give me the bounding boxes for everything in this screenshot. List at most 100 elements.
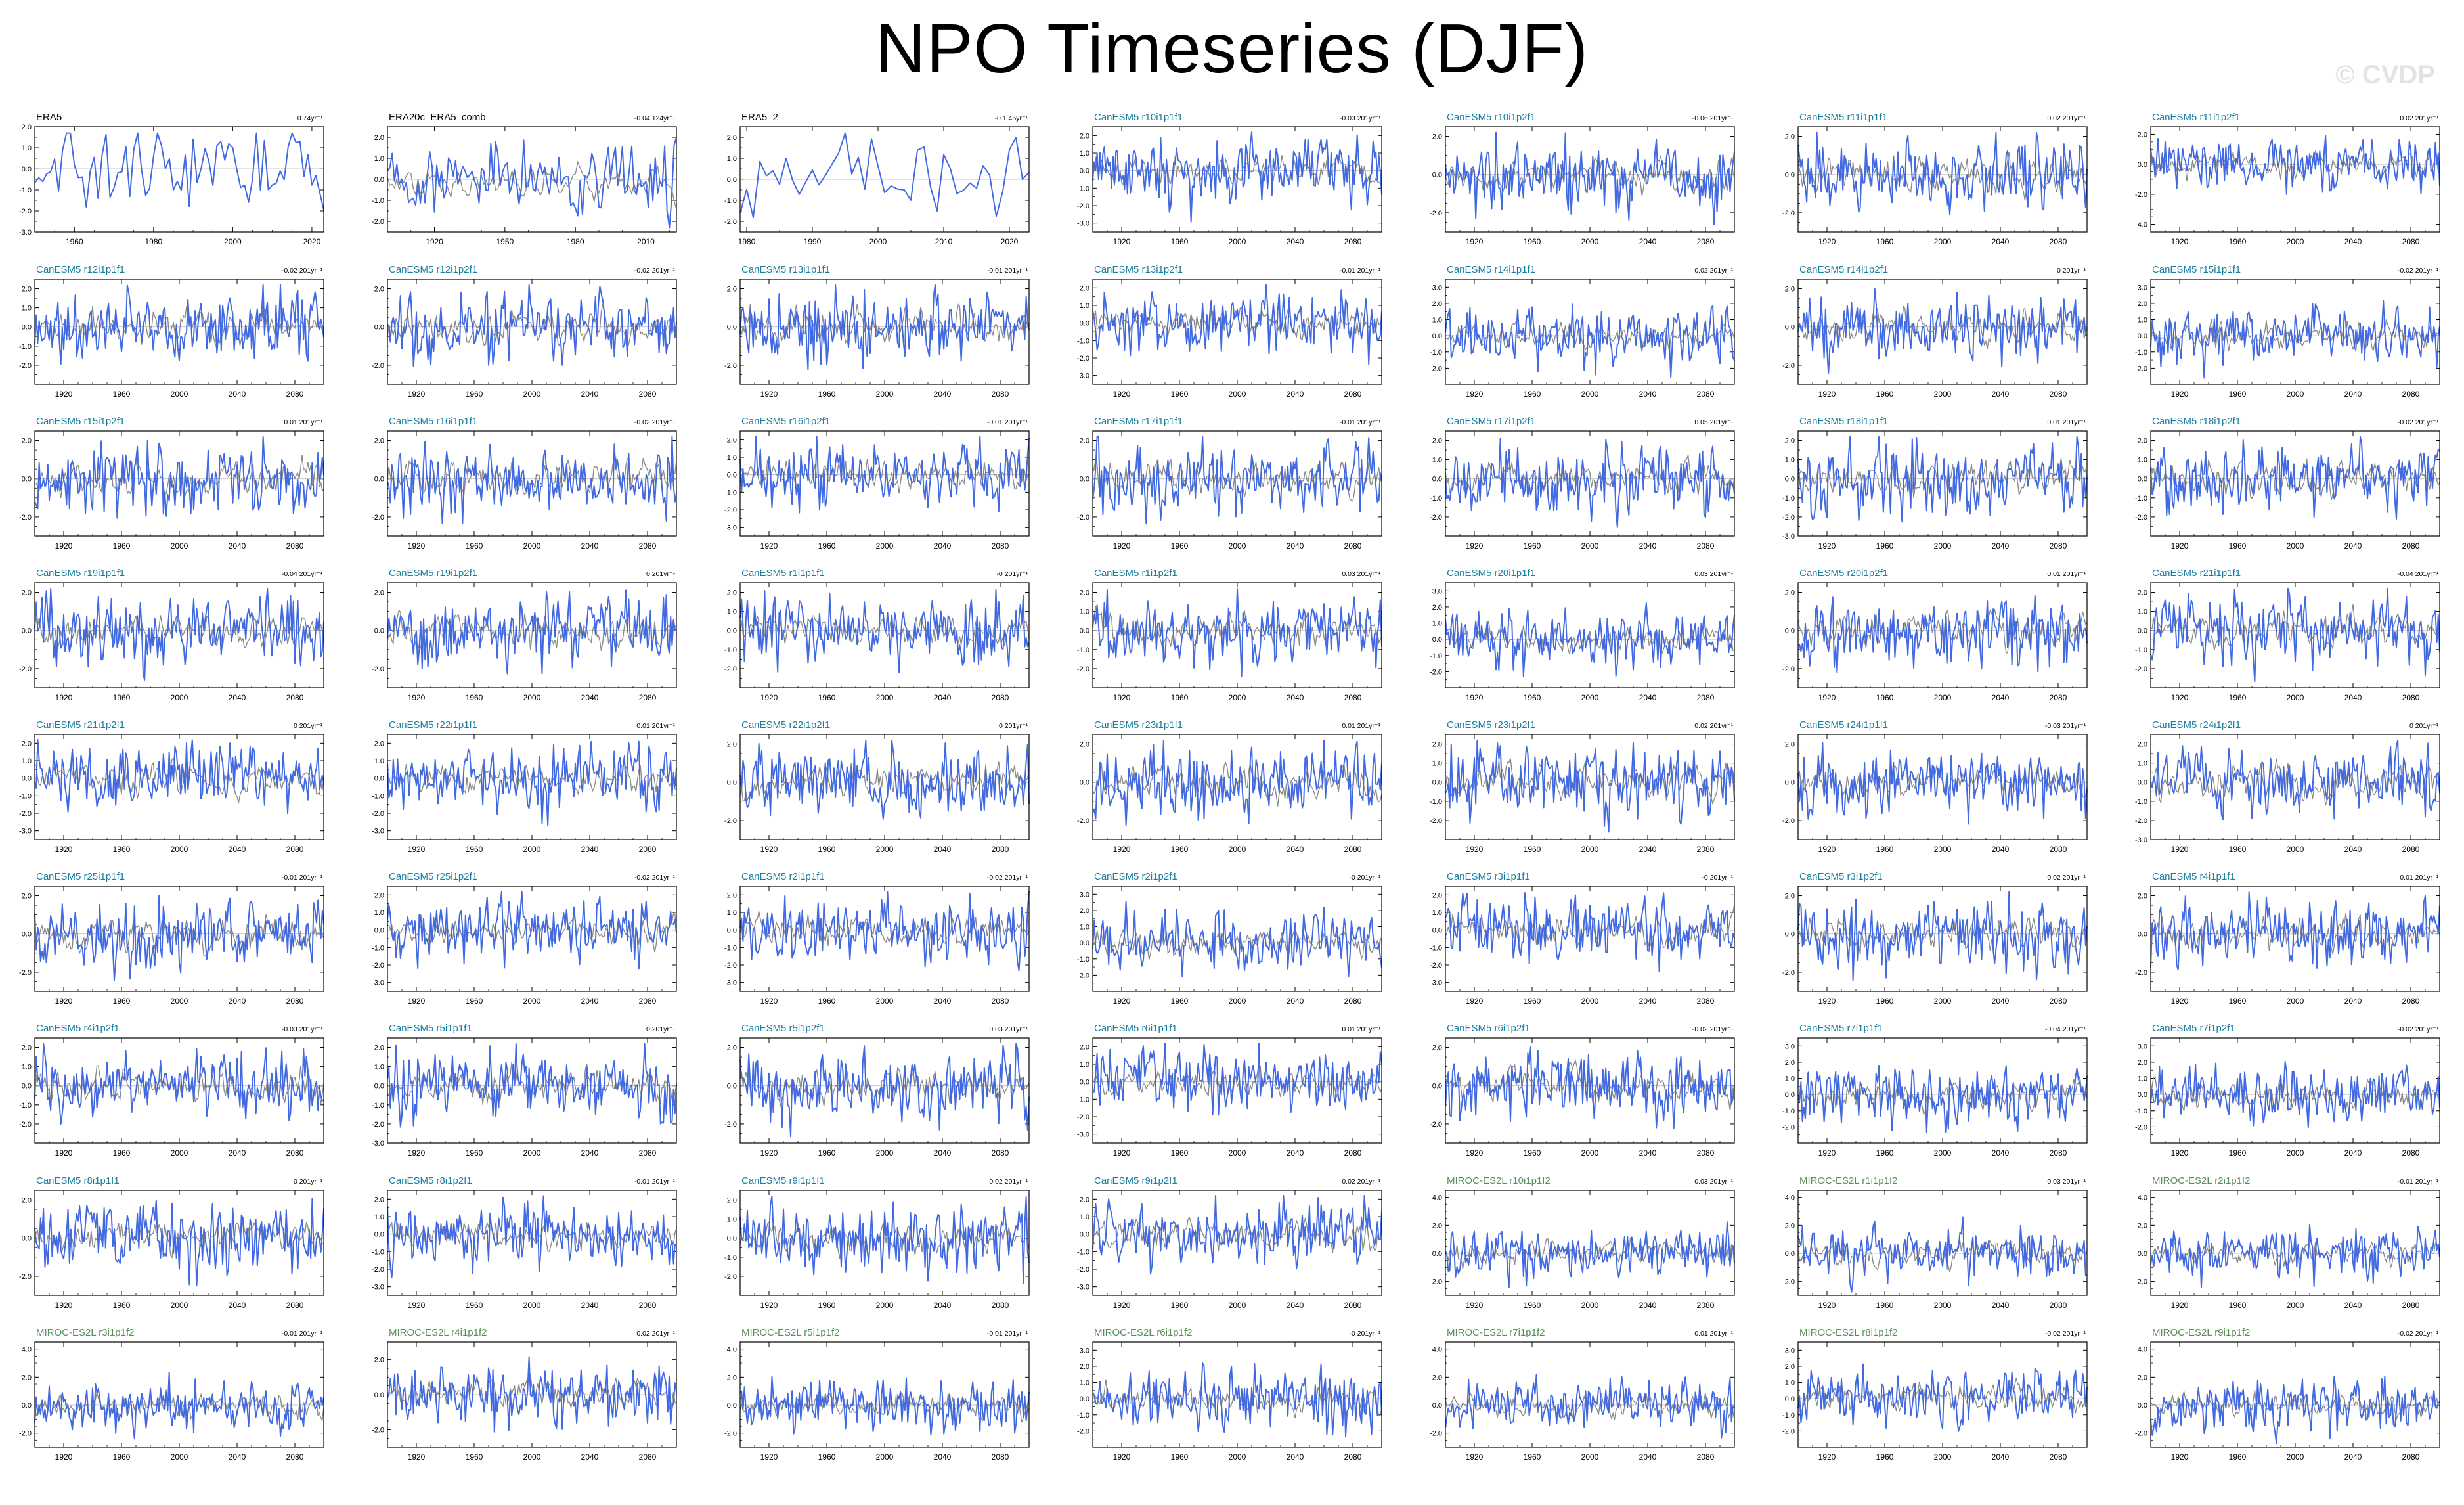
x-tick-label: 1960 — [1876, 237, 1894, 246]
x-tick-label: 2080 — [2402, 390, 2420, 399]
x-tick-label: 2080 — [1344, 237, 1362, 246]
npo-series-line — [387, 740, 677, 826]
panel-frame — [34, 1341, 324, 1448]
npo-series-line — [1797, 742, 2088, 825]
x-tick-label: 2080 — [992, 1148, 1009, 1157]
x-tick-label: 1920 — [1113, 390, 1131, 399]
x-tick-label: 1960 — [818, 390, 836, 399]
y-tick-label: 1.0 — [2138, 608, 2147, 616]
y-tick-label: -1.0 — [1430, 944, 1442, 952]
y-tick-label: 2.0 — [2138, 741, 2147, 749]
x-tick-label: 2000 — [876, 1452, 894, 1462]
y-tick-label: 2.0 — [2138, 438, 2147, 445]
chart-panel: CanESM5 r6i1p1f1 0.01 201yr⁻¹ 2.0 1.0 0.0 -1.… — [1077, 1023, 1382, 1157]
x-tick-label: 1920 — [760, 1452, 778, 1462]
y-tick-label: -3.0 — [19, 229, 32, 236]
y-tick-label: 0.0 — [1432, 779, 1442, 787]
x-tick-label: 1960 — [466, 541, 483, 550]
y-tick-label: 1.0 — [1080, 150, 1089, 158]
x-tick-label: 2080 — [2402, 845, 2420, 854]
smoothed-series-line — [1092, 606, 1382, 656]
x-tick-label: 1960 — [466, 845, 483, 854]
y-tick-label: 2.0 — [2138, 300, 2147, 308]
y-tick-label: 0.0 — [2138, 332, 2147, 340]
x-tick-label: 2040 — [229, 1301, 246, 1310]
panel-trend-label: -0.03 201yr⁻¹ — [282, 1025, 323, 1033]
x-tick-label: 2080 — [286, 1301, 304, 1310]
chart-panel: MIROC-ES2L r10i1p1f2 0.03 201yr⁻¹ 4.0 2.0 0.… — [1430, 1175, 1735, 1310]
panel-frame — [1445, 582, 1735, 688]
x-tick-label: 2080 — [2050, 845, 2067, 854]
chart-panel: CanESM5 r13i1p2f1 -0.01 201yr⁻¹ 2.0 1.0 0.0 -… — [1077, 264, 1382, 399]
npo-series-line — [739, 1043, 1030, 1138]
x-tick-label: 1960 — [466, 1148, 483, 1157]
x-tick-label: 2040 — [581, 390, 599, 399]
panel-title: CanESM5 r20i1p1f1 — [1447, 568, 1535, 579]
x-tick-label: 2000 — [1581, 1452, 1599, 1462]
x-tick-label: 1960 — [1876, 845, 1894, 854]
x-tick-label: 1920 — [760, 390, 778, 399]
panel-trend-label: 0.03 201yr⁻¹ — [989, 1025, 1028, 1033]
y-tick-label: 1.0 — [727, 608, 737, 616]
y-tick-label: 0.0 — [374, 1083, 384, 1090]
panel-trend-label: -0.01 201yr⁻¹ — [1340, 267, 1381, 275]
x-tick-label: 1960 — [1524, 693, 1541, 702]
panel-title: MIROC-ES2L r9i1p1f2 — [2152, 1327, 2251, 1338]
x-tick-label: 2080 — [1344, 1148, 1362, 1157]
y-tick-label: -2.0 — [1430, 962, 1442, 970]
x-tick-label: 2000 — [2287, 237, 2304, 246]
x-tick-label: 2040 — [581, 1452, 599, 1462]
y-tick-label: -1.0 — [2135, 1108, 2147, 1115]
npo-series-line — [1797, 1216, 2088, 1293]
y-tick-label: 2.0 — [1432, 604, 1442, 612]
chart-panel: CanESM5 r7i1p2f1 -0.02 201yr⁻¹ 3.0 2.0 1.0 0.… — [2135, 1023, 2440, 1157]
panel-title: CanESM5 r17i1p1f1 — [1094, 416, 1183, 427]
y-tick-label: -2.0 — [1077, 1113, 1089, 1121]
y-tick-label: 0.0 — [22, 775, 32, 783]
panel-frame — [2150, 734, 2440, 840]
x-tick-label: 1920 — [1466, 390, 1484, 399]
y-tick-label: -2.0 — [1077, 1427, 1089, 1435]
npo-series-line — [1092, 284, 1382, 365]
y-tick-label: -4.0 — [2135, 221, 2147, 229]
chart-panel: CanESM5 r15i1p2f1 0.01 201yr⁻¹ 2.0 0.0 -2.0 1… — [19, 416, 324, 550]
y-tick-label: 0.0 — [727, 1235, 737, 1243]
x-tick-label: 2000 — [523, 1301, 541, 1310]
x-tick-label: 1950 — [496, 237, 514, 246]
x-tick-label: 2040 — [934, 390, 952, 399]
chart-panel: CanESM5 r17i1p1f1 -0.01 201yr⁻¹ 2.0 0.0 -2.0… — [1077, 416, 1382, 550]
x-tick-label: 1920 — [55, 1148, 73, 1157]
y-tick-label: 0.0 — [22, 931, 32, 939]
npo-series-line — [2150, 891, 2440, 971]
chart-panel: CanESM5 r12i1p2f1 -0.02 201yr⁻¹ 2.0 0.0 -2.0… — [372, 264, 677, 399]
panel-title: CanESM5 r16i1p2f1 — [741, 416, 830, 427]
panel-frame — [1445, 1190, 1735, 1296]
chart-panel: CanESM5 r4i1p1f1 0.01 201yr⁻¹ 2.0 0.0 -2.0 19… — [2135, 871, 2440, 1006]
panel-trend-label: 0.02 201yr⁻¹ — [636, 1330, 675, 1337]
chart-panel: CanESM5 r3i1p2f1 0.02 201yr⁻¹ 2.0 0.0 -2.0 19… — [1782, 871, 2088, 1006]
x-tick-label: 2080 — [2402, 1452, 2420, 1462]
panel-trend-label: 0.02 201yr⁻¹ — [2400, 114, 2438, 122]
x-tick-label: 1960 — [818, 541, 836, 550]
x-tick-label: 1960 — [2229, 693, 2247, 702]
y-tick-label: 2.0 — [374, 589, 384, 597]
x-tick-label: 1960 — [1524, 390, 1541, 399]
y-tick-label: 1.0 — [727, 1216, 737, 1224]
x-tick-label: 1960 — [2229, 997, 2247, 1006]
x-tick-label: 2080 — [1697, 693, 1715, 702]
y-tick-label: 2.0 — [727, 741, 737, 749]
panel-trend-label: 0 201yr⁻¹ — [999, 722, 1028, 730]
chart-panel: CanESM5 r9i1p2f1 0.02 201yr⁻¹ 2.0 1.0 0.0 -1.… — [1077, 1175, 1382, 1310]
x-tick-label: 1960 — [1524, 237, 1541, 246]
panel-trend-label: 0 201yr⁻¹ — [294, 1178, 323, 1186]
x-tick-label: 1960 — [1171, 845, 1189, 854]
panel-trend-label: -0 201yr⁻¹ — [996, 570, 1028, 578]
y-tick-label: 4.0 — [22, 1346, 32, 1354]
x-tick-label: 1920 — [1818, 693, 1836, 702]
x-tick-label: 1980 — [738, 237, 756, 246]
x-tick-label: 1960 — [1171, 390, 1189, 399]
panel-trend-label: 0.02 201yr⁻¹ — [989, 1178, 1028, 1186]
y-tick-label: 4.0 — [2138, 1346, 2147, 1354]
x-tick-label: 2080 — [1344, 997, 1362, 1006]
panel-trend-label: -0.01 201yr⁻¹ — [987, 418, 1028, 426]
